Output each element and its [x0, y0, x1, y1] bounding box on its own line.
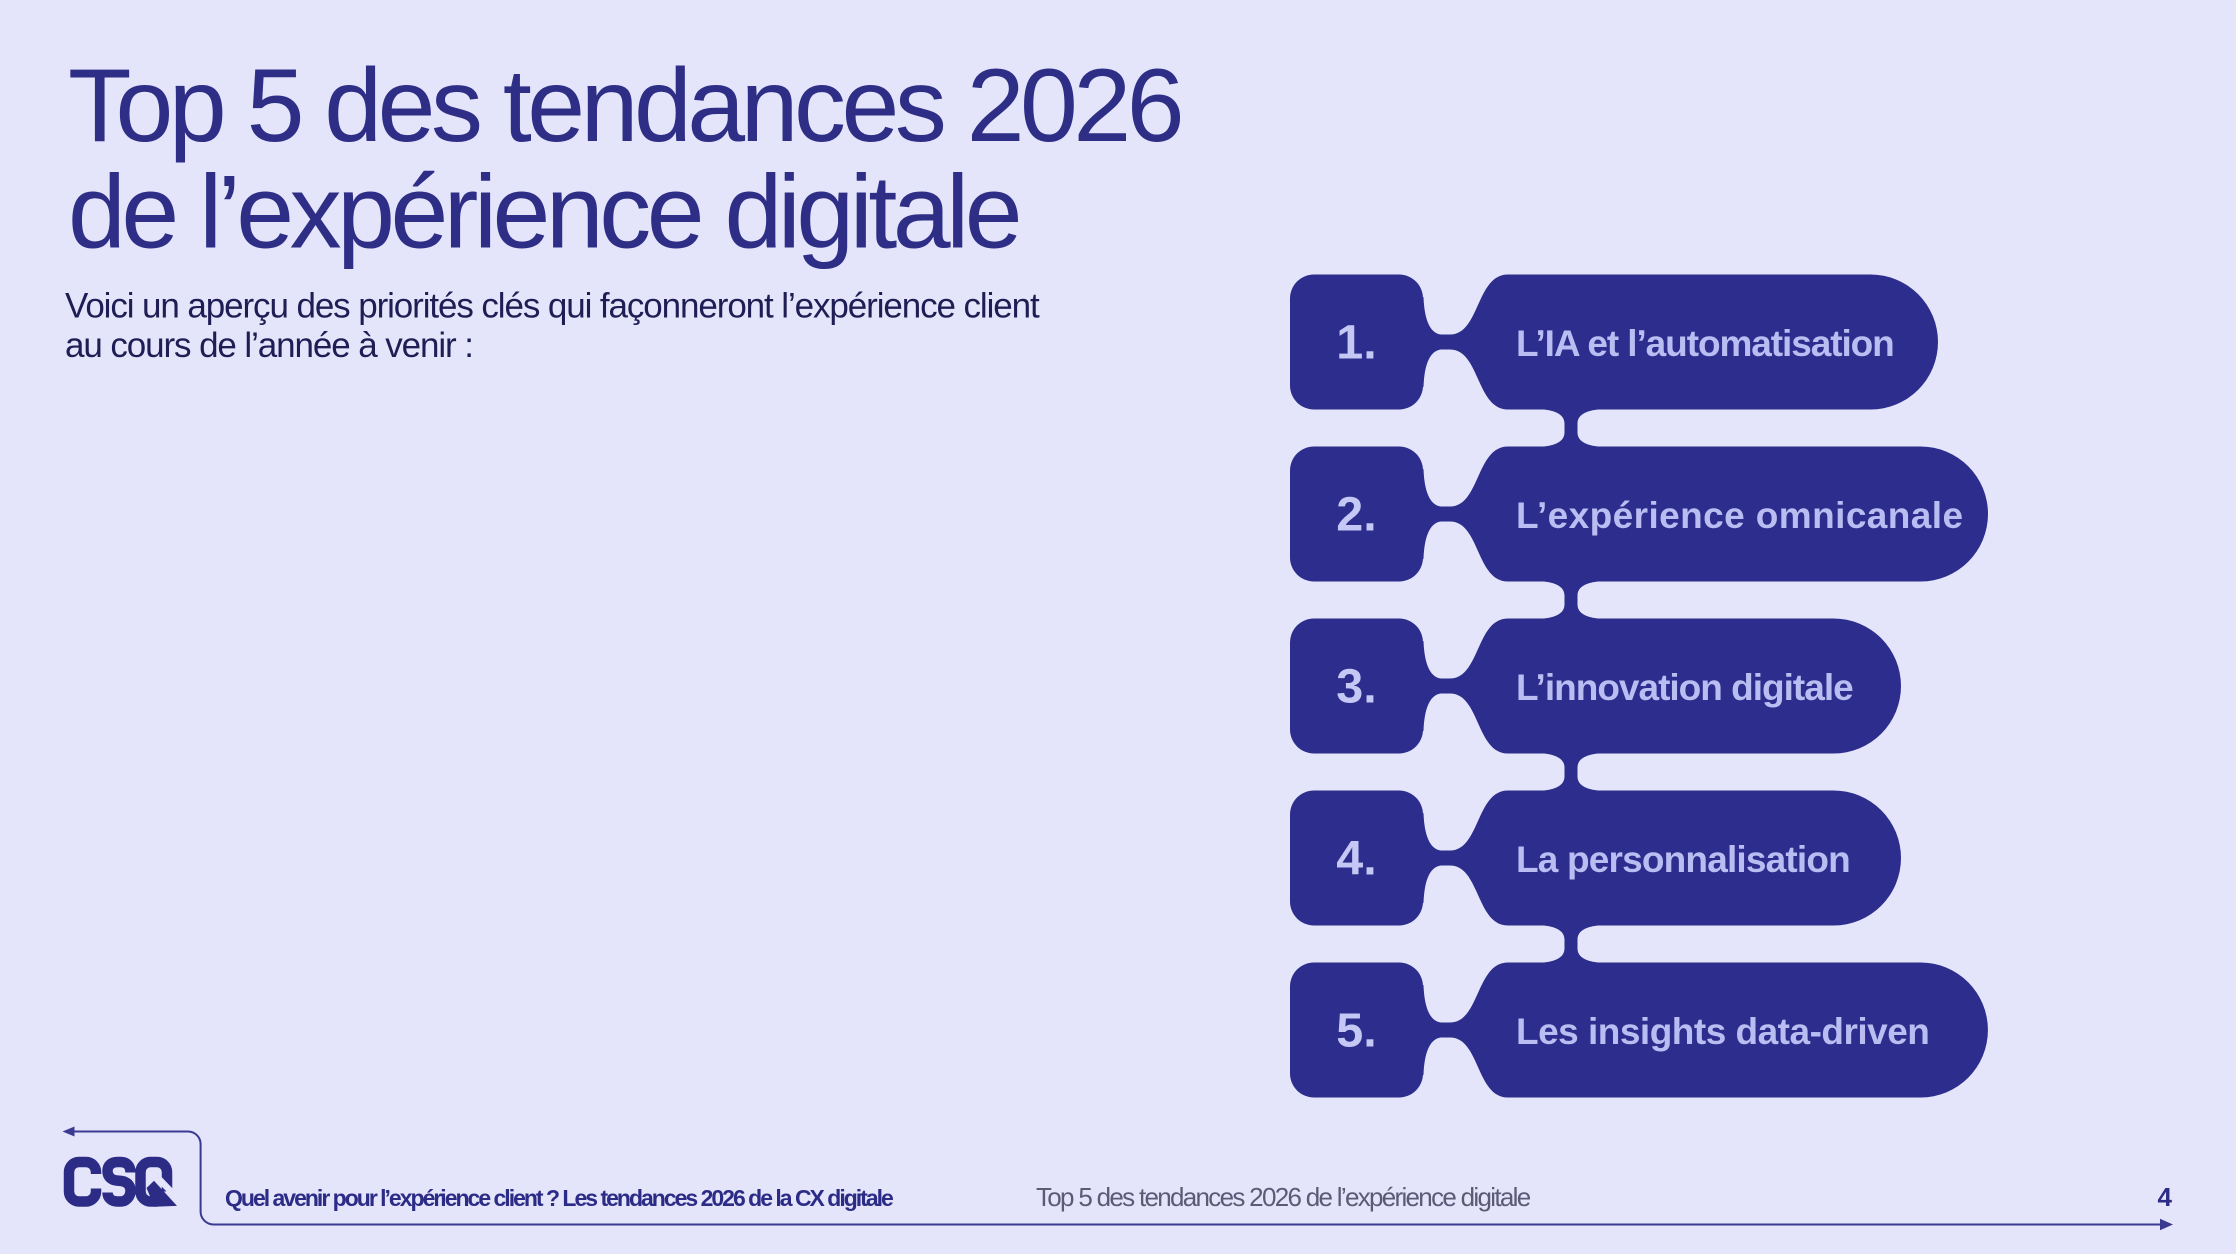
svg-text:Voici un aperçu des priorités: Voici un aperçu des priorités clés qui f…: [65, 287, 1040, 326]
svg-text:La personnalisation: La personnalisation: [1516, 839, 1850, 880]
svg-text:Les insights data-driven: Les insights data-driven: [1516, 1011, 1929, 1052]
svg-text:Top 5 des tendances 2026 de l’: Top 5 des tendances 2026 de l’expérience…: [1036, 1182, 1531, 1212]
svg-text:5.: 5.: [1336, 1004, 1376, 1058]
svg-text:4: 4: [2158, 1182, 2173, 1212]
svg-text:L’expérience omnicanale: L’expérience omnicanale: [1516, 495, 1963, 536]
svg-text:au cours de l’année à venir :: au cours de l’année à venir :: [65, 326, 473, 365]
svg-text:2.: 2.: [1336, 488, 1376, 542]
svg-text:Quel avenir pour l’expérience: Quel avenir pour l’expérience client ? L…: [225, 1185, 893, 1211]
svg-text:1.: 1.: [1336, 316, 1376, 370]
svg-text:Top 5 des tendances 2026: Top 5 des tendances 2026: [68, 48, 1181, 164]
svg-text:L’IA et l’automatisation: L’IA et l’automatisation: [1516, 323, 1894, 364]
svg-text:4.: 4.: [1336, 832, 1376, 886]
svg-text:de l’expérience digitale: de l’expérience digitale: [68, 155, 1019, 271]
svg-text:L’innovation digitale: L’innovation digitale: [1516, 667, 1853, 708]
svg-text:3.: 3.: [1336, 660, 1376, 714]
